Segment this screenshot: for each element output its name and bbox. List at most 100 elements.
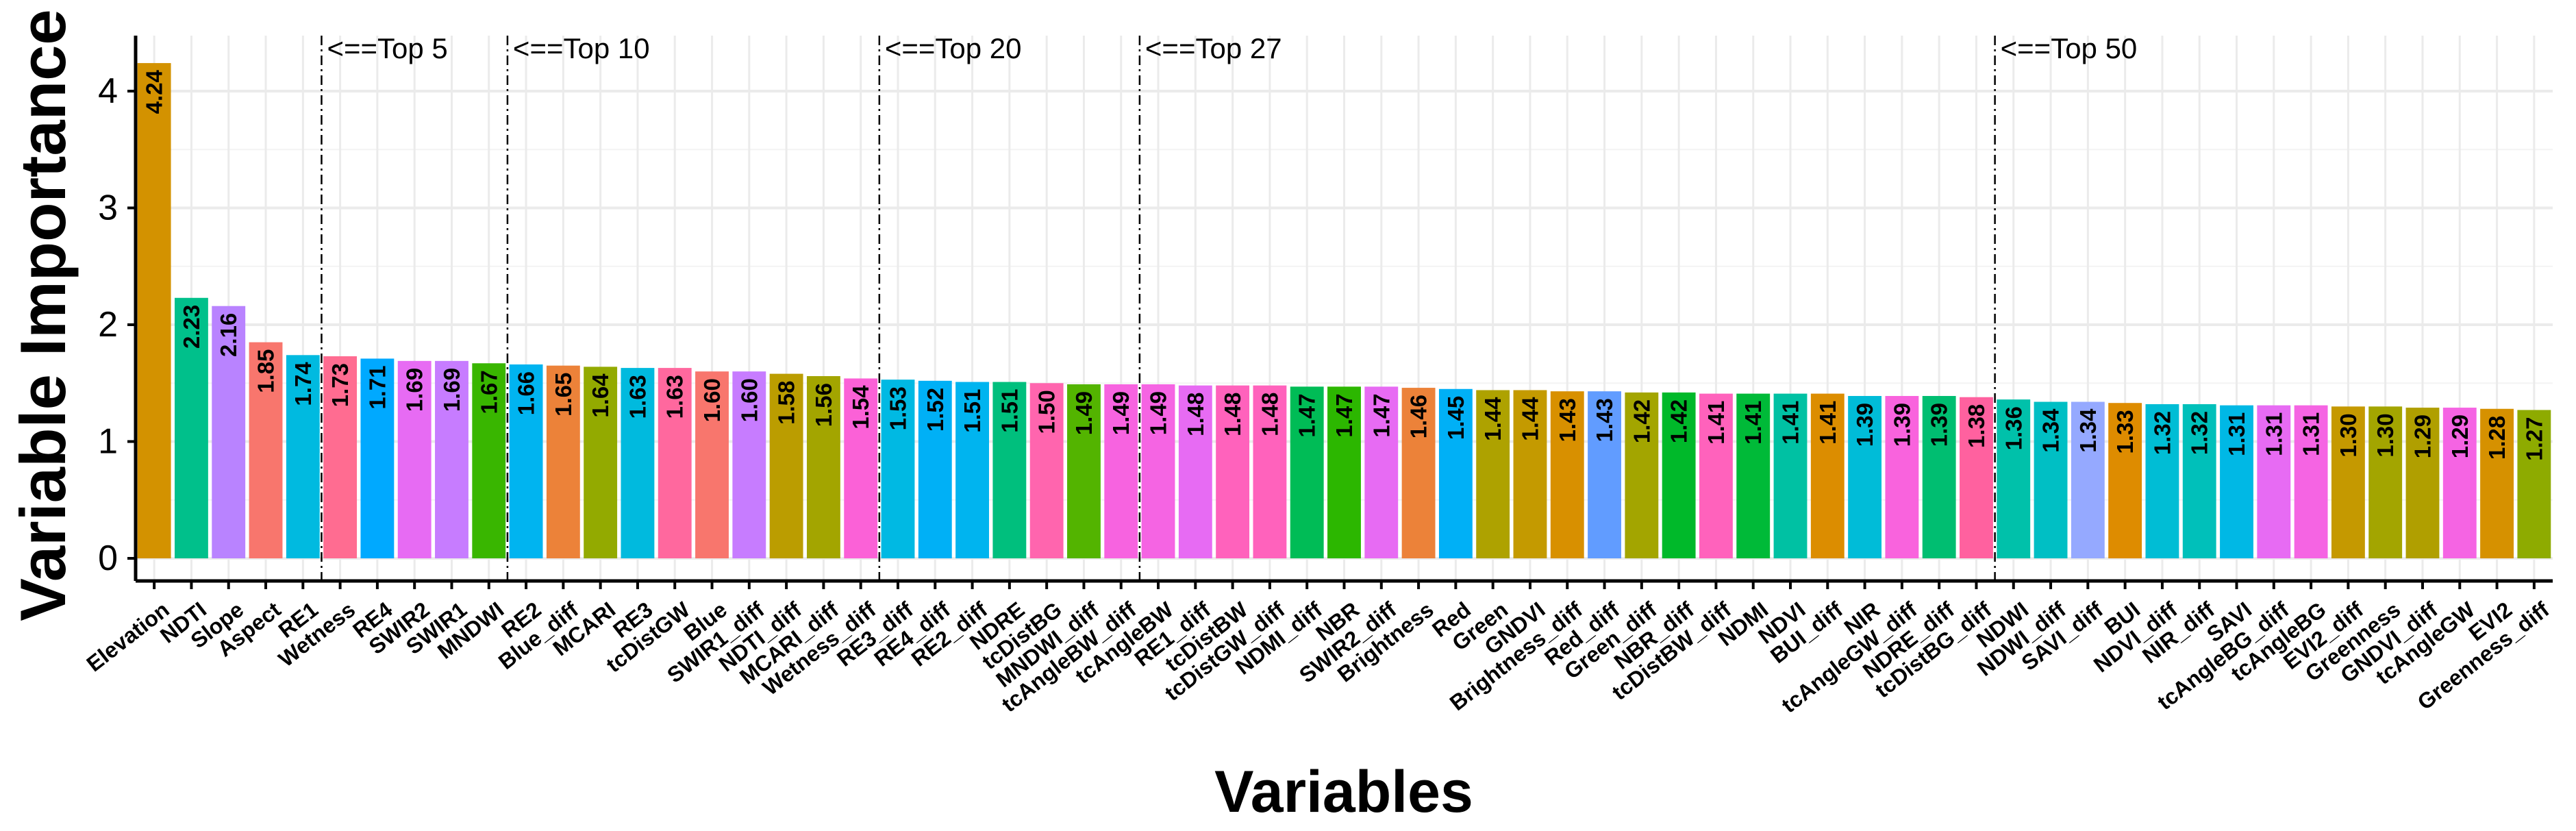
bar-value-label: 1.69: [439, 368, 464, 412]
bar-value-label: 1.63: [625, 375, 650, 419]
bar: [212, 306, 246, 558]
bar-value-label: 1.31: [2224, 412, 2249, 456]
bar: [881, 380, 915, 558]
bar: [2145, 404, 2179, 558]
bar: [360, 358, 395, 558]
bar-value-label: 1.39: [1852, 403, 1877, 447]
bar-value-label: 1.50: [1034, 390, 1060, 434]
bar-value-label: 1.48: [1183, 393, 1208, 436]
bar: [1438, 388, 1473, 558]
bar: [472, 363, 506, 558]
bar: [546, 365, 580, 558]
bar: [2034, 401, 2068, 558]
bar: [1997, 399, 2031, 558]
bar-value-label: 1.64: [588, 373, 613, 418]
bar: [1699, 393, 1733, 558]
cutoff-label: <==Top 5: [327, 32, 447, 64]
x-tick-label: Elevation: [82, 597, 173, 676]
bar: [844, 378, 878, 558]
bar-value-label: 1.74: [290, 362, 316, 406]
y-tick-label: 1: [98, 422, 118, 462]
bar: [1364, 386, 1399, 558]
bar: [2331, 406, 2365, 558]
y-tick-label: 0: [98, 538, 118, 578]
bar-value-label: 1.28: [2484, 416, 2510, 460]
bar: [1253, 385, 1287, 558]
bar: [806, 376, 840, 558]
bar-value-labels: 4.24 2.23 2.16 1.85 1.74 1.73 1.71 1.69 1.69 1.67…: [142, 69, 2547, 460]
bar-value-label: 1.41: [1703, 401, 1729, 445]
bar-value-label: 1.43: [1555, 398, 1580, 442]
bar: [2182, 404, 2216, 558]
bar: [323, 356, 358, 558]
bars: [137, 63, 2551, 558]
bar-value-label: 1.66: [514, 371, 539, 415]
bar: [1736, 393, 1771, 558]
bar: [621, 368, 655, 558]
bar-value-label: 1.60: [699, 378, 725, 422]
bar: [1513, 390, 1547, 558]
bar: [1216, 385, 1250, 558]
bar-value-label: 1.63: [662, 375, 688, 419]
bar-value-label: 1.41: [1740, 401, 1766, 445]
bar: [1848, 396, 1882, 558]
bar-value-label: 1.31: [2261, 412, 2286, 456]
bar-value-label: 1.32: [2149, 411, 2175, 455]
bar: [1810, 393, 1845, 558]
bar-value-label: 1.53: [885, 386, 910, 430]
bar: [1476, 390, 1510, 558]
bar-value-label: 1.67: [476, 370, 501, 414]
bar-value-label: 1.51: [960, 389, 985, 433]
bar-value-label: 1.44: [1517, 397, 1542, 441]
bar: [1067, 384, 1101, 558]
bar: [695, 371, 729, 558]
y-tick-label: 4: [98, 71, 118, 111]
bar: [1290, 386, 1324, 558]
bar: [2480, 408, 2514, 558]
bar-value-label: 1.39: [1889, 403, 1914, 447]
bar: [397, 360, 432, 558]
bar: [1885, 396, 1919, 558]
bar-value-label: 1.49: [1108, 391, 1134, 435]
bar: [658, 368, 692, 558]
bar-value-label: 1.31: [2299, 412, 2324, 456]
bar: [769, 373, 803, 558]
bar: [2405, 408, 2440, 558]
top-n-cutoffs: <==Top 5 <==Top 10 <==Top 20 <==Top 27 <==To…: [321, 32, 2137, 581]
bar-value-label: 1.58: [774, 381, 799, 425]
y-ticks: 0 1 2 3 4: [98, 71, 136, 578]
bar: [286, 355, 320, 558]
bar-value-label: 1.48: [1257, 393, 1282, 436]
bar-value-label: 1.47: [1331, 393, 1357, 437]
bar-value-label: 1.36: [2001, 406, 2026, 450]
bar-value-label: 1.47: [1368, 393, 1394, 437]
cutoff-label: <==Top 27: [1145, 32, 1282, 64]
bar-value-label: 1.34: [2075, 408, 2101, 453]
bar-value-label: 1.27: [2521, 417, 2547, 460]
bar: [509, 364, 543, 558]
bar-value-label: 2.23: [179, 305, 204, 349]
bar: [2517, 410, 2551, 558]
bar: [1625, 392, 1659, 558]
bar: [1922, 396, 1956, 558]
bar-value-label: 1.47: [1295, 393, 1320, 437]
bar: [584, 367, 618, 558]
bar-value-label: 1.39: [1927, 403, 1952, 447]
bar: [175, 297, 208, 558]
bar-value-label: 1.41: [1815, 401, 1840, 445]
bar-value-label: 1.32: [2187, 411, 2212, 455]
bar-value-label: 1.42: [1629, 399, 1654, 443]
bar-value-label: 1.38: [1964, 404, 1989, 448]
bar-value-label: 1.29: [2410, 414, 2435, 458]
bar-value-label: 1.71: [364, 365, 390, 409]
bar: [1178, 385, 1212, 558]
bar-value-label: 1.51: [997, 389, 1022, 433]
bar-value-label: 1.56: [811, 383, 836, 427]
cutoff-label: <==Top 20: [885, 32, 1022, 64]
x-axis-title: Variables: [1214, 759, 1473, 825]
bar-value-label: 4.24: [142, 69, 167, 114]
bar-value-label: 1.73: [327, 363, 353, 407]
bar-value-label: 1.85: [253, 349, 279, 393]
bar: [1401, 388, 1436, 558]
